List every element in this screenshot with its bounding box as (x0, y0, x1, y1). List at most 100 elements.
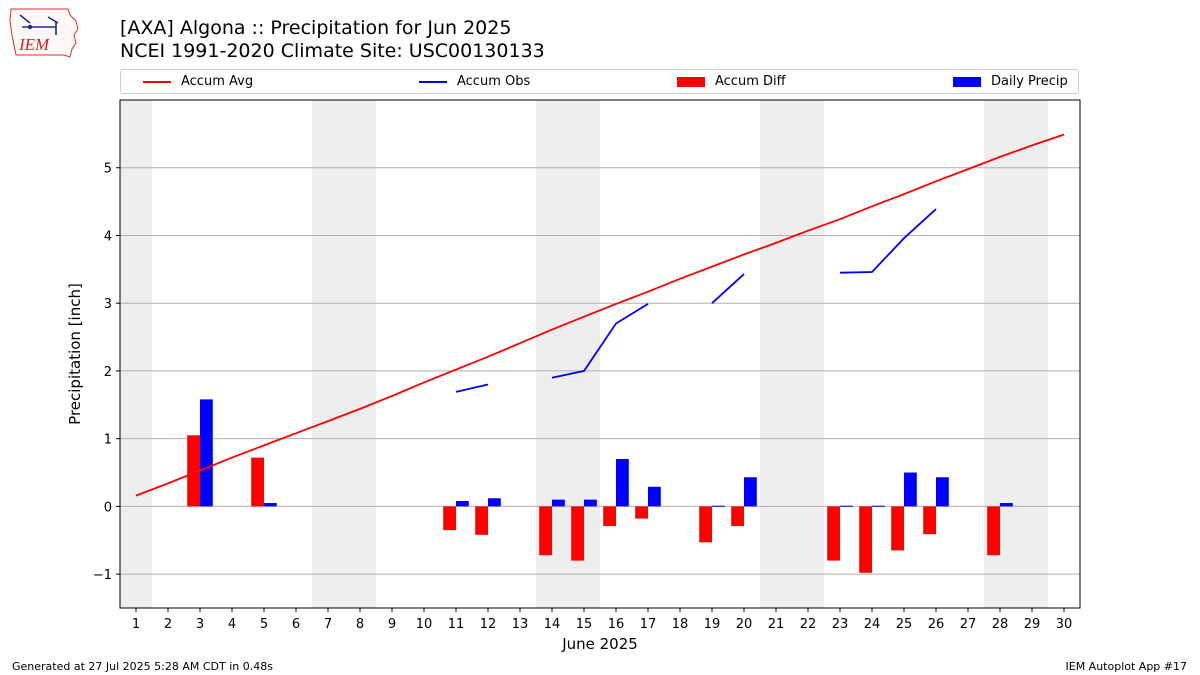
y-tick-label: 4 (104, 229, 112, 244)
bar-daily-precip-day-5 (264, 503, 277, 507)
bar-accum-diff-day-23 (827, 506, 840, 561)
y-tick-label: 5 (104, 162, 112, 177)
legend-swatch (143, 80, 171, 83)
bar-daily-precip-day-14 (552, 499, 565, 507)
generated-timestamp: Generated at 27 Jul 2025 5:28 AM CDT in … (12, 660, 273, 673)
bar-accum-diff-day-11 (443, 506, 456, 531)
x-tick-label: 17 (640, 617, 657, 632)
legend-swatch (953, 76, 981, 87)
x-tick-label: 26 (928, 617, 945, 632)
x-tick-label: 21 (768, 617, 785, 632)
weekend-band-2 (536, 100, 600, 608)
weekend-band-3 (760, 100, 824, 608)
y-tick-label: 3 (104, 297, 112, 312)
bar-daily-precip-day-17 (648, 486, 661, 507)
iem-logo: IEM (9, 8, 79, 58)
bar-daily-precip-day-16 (616, 458, 629, 507)
plot-frame (119, 99, 1081, 609)
bar-accum-diff-day-15 (571, 506, 584, 561)
grid-lines (120, 167, 1080, 575)
weekend-band-0 (120, 100, 152, 608)
legend-swatch (419, 80, 447, 83)
x-ticks: 1 2 3 4 5 6 7 8 9 10 11 12 13 14 15 16 17 18 19 20 21 22 23 24 2… (132, 608, 1072, 632)
x-tick-label: 14 (544, 617, 561, 632)
x-tick-label: 4 (228, 617, 236, 632)
x-tick-label: 24 (864, 617, 881, 632)
bar-daily-precip-day-12 (488, 498, 501, 507)
bar-accum-diff-day-26 (923, 506, 936, 535)
x-tick-label: 23 (832, 617, 849, 632)
bar-daily-precip-day-28 (1000, 503, 1013, 507)
bar-accum-diff-day-25 (891, 506, 904, 551)
legend: Accum Avg Accum Obs Accum Diff Daily Precip (120, 69, 1079, 94)
x-tick-label: 13 (512, 617, 529, 632)
line-accum-obs-segment-0 (455, 383, 489, 393)
bars (187, 399, 1013, 573)
x-tick-label: 8 (356, 617, 364, 632)
legend-item-accum-avg: Accum Avg (143, 70, 253, 93)
weekend-band-1 (312, 100, 376, 608)
bar-accum-diff-day-19 (699, 506, 712, 543)
bar-daily-precip-day-23 (840, 505, 853, 507)
x-tick-label: 1 (132, 617, 140, 632)
x-tick-label: 7 (324, 617, 332, 632)
bar-accum-diff-day-12 (475, 506, 488, 535)
bar-daily-precip-day-19 (712, 505, 725, 507)
x-tick-label: 30 (1056, 617, 1073, 632)
x-tick-label: 15 (576, 617, 593, 632)
bar-accum-diff-day-14 (539, 506, 552, 556)
x-tick-label: 25 (896, 617, 913, 632)
y-ticks: −1 0 1 2 3 4 5 (93, 162, 120, 583)
x-tick-label: 12 (480, 617, 497, 632)
y-tick-label: 2 (104, 365, 112, 380)
x-tick-label: 28 (992, 617, 1009, 632)
bar-accum-diff-day-16 (603, 506, 616, 527)
x-tick-label: 10 (416, 617, 433, 632)
weekend-band-4 (984, 100, 1048, 608)
line-accum-obs-segment-1 (551, 303, 649, 379)
bar-daily-precip-day-15 (584, 499, 597, 507)
series-lines (135, 133, 1065, 497)
x-tick-label: 29 (1024, 617, 1041, 632)
x-tick-label: 11 (448, 617, 465, 632)
line-accum-obs-segment-3 (839, 208, 937, 274)
bar-accum-diff-day-5 (251, 457, 264, 507)
legend-item-daily-precip: Daily Precip (953, 70, 1068, 93)
x-tick-label: 5 (260, 617, 268, 632)
legend-swatch (677, 76, 705, 87)
y-axis-label: Precipitation [inch] (66, 283, 84, 425)
y-tick-label: −1 (93, 568, 112, 583)
bar-accum-diff-day-20 (731, 506, 744, 527)
x-tick-label: 3 (196, 617, 204, 632)
x-tick-label: 16 (608, 617, 625, 632)
legend-label: Accum Avg (181, 74, 254, 89)
x-tick-label: 18 (672, 617, 689, 632)
logo-text: IEM (18, 35, 50, 54)
x-axis-label: June 2025 (561, 635, 638, 653)
bar-daily-precip-day-24 (872, 505, 885, 507)
bar-daily-precip-day-26 (936, 477, 949, 507)
bar-accum-diff-day-3 (187, 435, 200, 507)
legend-label: Accum Diff (715, 74, 786, 89)
bar-daily-precip-day-3 (200, 399, 213, 507)
x-tick-label: 27 (960, 617, 977, 632)
y-tick-label: 1 (104, 433, 112, 448)
legend-item-accum-diff: Accum Diff (677, 70, 786, 93)
x-tick-label: 2 (164, 617, 172, 632)
bar-accum-diff-day-28 (987, 506, 1000, 556)
legend-label: Accum Obs (457, 74, 531, 89)
legend-label: Daily Precip (991, 74, 1068, 89)
x-tick-label: 20 (736, 617, 753, 632)
chart-title: [AXA] Algona :: Precipitation for Jun 20… (120, 17, 512, 39)
x-tick-label: 19 (704, 617, 721, 632)
bar-daily-precip-day-25 (904, 472, 917, 507)
x-tick-label: 6 (292, 617, 300, 632)
x-tick-label: 9 (388, 617, 396, 632)
bar-daily-precip-day-20 (744, 477, 757, 507)
legend-item-accum-obs: Accum Obs (419, 70, 530, 93)
x-tick-label: 22 (800, 617, 817, 632)
bar-daily-precip-day-11 (456, 500, 469, 507)
app-id: IEM Autoplot App #17 (1065, 660, 1188, 673)
chart-subtitle: NCEI 1991-2020 Climate Site: USC00130133 (120, 40, 545, 62)
